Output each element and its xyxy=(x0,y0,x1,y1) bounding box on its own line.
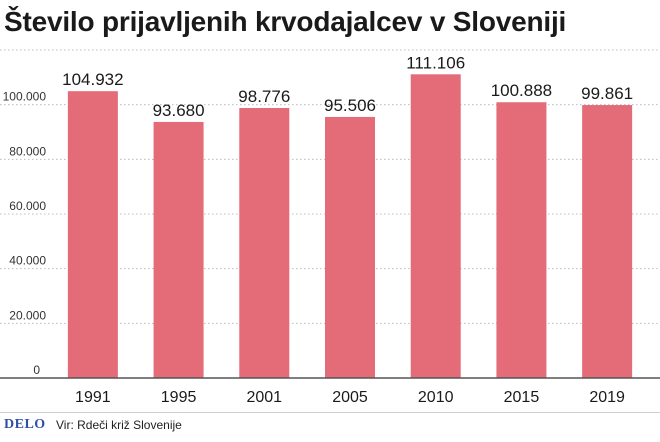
footer: DELO Vir: Rdeči križ Slovenije xyxy=(0,412,660,442)
x-tick-label: 2005 xyxy=(332,389,368,406)
data-label-2001: 98.776 xyxy=(238,87,290,106)
y-tick-label: 100.000 xyxy=(3,90,47,104)
y-axis-ticks: 0 20.000 40.000 60.000 80.000 100.000 xyxy=(3,90,47,377)
x-tick-label: 2001 xyxy=(246,389,282,406)
data-labels: 104.932 93.680 98.776 95.506 111.106 100.888 9… xyxy=(62,53,633,120)
footer-divider xyxy=(0,412,660,413)
bar-1995 xyxy=(153,121,204,378)
bar-1991 xyxy=(67,91,118,379)
y-tick-label: 0 xyxy=(33,363,40,377)
data-label-2010: 111.106 xyxy=(406,53,465,72)
bar-2010 xyxy=(410,74,461,378)
data-label-2019: 99.861 xyxy=(581,84,633,103)
x-axis-ticks: 1991 1995 2001 2005 2010 2015 2019 xyxy=(75,389,625,406)
data-label-2005: 95.506 xyxy=(324,96,376,115)
bar-chart: 0 20.000 40.000 60.000 80.000 100.000 104.932… xyxy=(0,49,660,406)
x-tick-label: 2019 xyxy=(589,389,625,406)
x-tick-label: 1995 xyxy=(161,389,197,406)
data-label-2015: 100.888 xyxy=(491,81,552,100)
x-tick-label: 2015 xyxy=(504,389,540,406)
bar-2015 xyxy=(496,102,547,378)
y-tick-label: 20.000 xyxy=(9,308,46,322)
delo-logo: DELO xyxy=(4,417,46,432)
bar-2005 xyxy=(325,116,375,379)
bars xyxy=(67,74,633,379)
bar-2001 xyxy=(239,108,290,378)
y-tick-label: 40.000 xyxy=(9,254,46,268)
data-label-1991: 104.932 xyxy=(62,70,123,89)
x-tick-label: 2010 xyxy=(418,389,454,406)
source-note: Vir: Rdeči križ Slovenije xyxy=(56,418,182,432)
bar-2019 xyxy=(582,105,633,378)
y-tick-label: 80.000 xyxy=(9,144,46,158)
data-label-1995: 93.680 xyxy=(153,101,205,120)
chart-title: Število prijavljenih krvodajalcev v Slov… xyxy=(4,6,567,37)
x-tick-label: 1991 xyxy=(75,389,111,406)
y-tick-label: 60.000 xyxy=(9,199,46,213)
